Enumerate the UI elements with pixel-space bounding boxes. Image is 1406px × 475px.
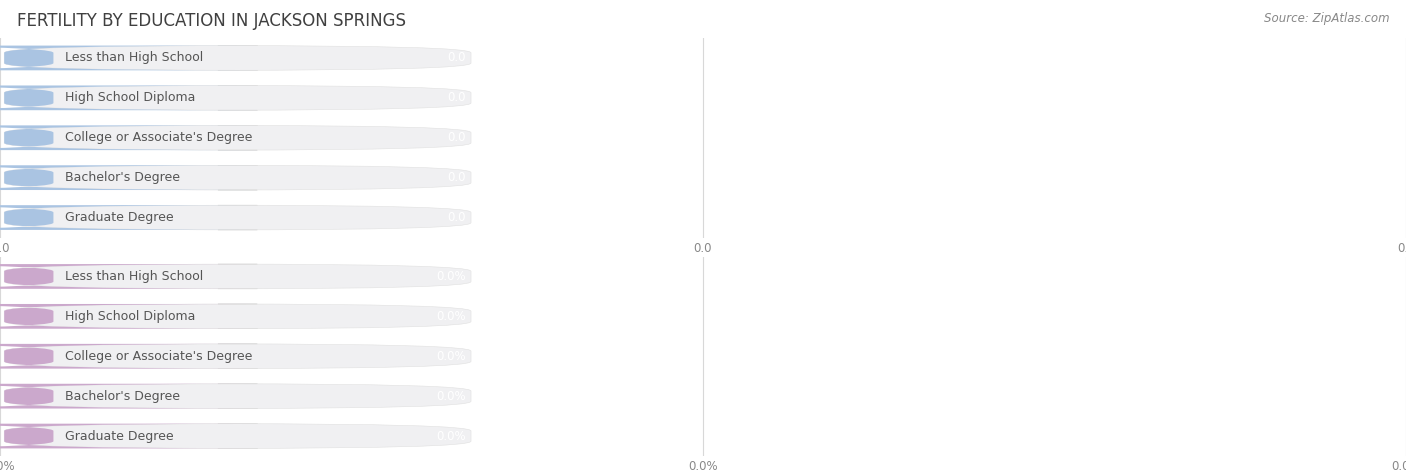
FancyBboxPatch shape <box>4 86 471 110</box>
Text: College or Associate's Degree: College or Associate's Degree <box>65 350 252 363</box>
Text: High School Diploma: High School Diploma <box>65 91 195 104</box>
FancyBboxPatch shape <box>0 344 257 369</box>
Text: Source: ZipAtlas.com: Source: ZipAtlas.com <box>1264 12 1389 25</box>
Text: 0.0%: 0.0% <box>436 270 465 283</box>
FancyBboxPatch shape <box>0 304 257 329</box>
FancyBboxPatch shape <box>4 344 471 369</box>
FancyBboxPatch shape <box>0 86 257 110</box>
FancyBboxPatch shape <box>0 205 257 230</box>
Text: 0.0%: 0.0% <box>436 390 465 403</box>
Text: Less than High School: Less than High School <box>65 51 202 65</box>
FancyBboxPatch shape <box>0 165 257 190</box>
Text: 0.0%: 0.0% <box>436 429 465 443</box>
FancyBboxPatch shape <box>4 165 471 190</box>
FancyBboxPatch shape <box>0 264 257 289</box>
Text: Graduate Degree: Graduate Degree <box>65 211 173 224</box>
Text: 0.0: 0.0 <box>447 131 465 144</box>
FancyBboxPatch shape <box>0 384 257 408</box>
Text: College or Associate's Degree: College or Associate's Degree <box>65 131 252 144</box>
FancyBboxPatch shape <box>4 304 471 329</box>
Text: 0.0%: 0.0% <box>436 310 465 323</box>
Text: FERTILITY BY EDUCATION IN JACKSON SPRINGS: FERTILITY BY EDUCATION IN JACKSON SPRING… <box>17 12 406 30</box>
Text: 0.0: 0.0 <box>447 171 465 184</box>
FancyBboxPatch shape <box>0 46 257 70</box>
Text: 0.0: 0.0 <box>447 91 465 104</box>
FancyBboxPatch shape <box>0 424 257 448</box>
FancyBboxPatch shape <box>4 205 471 230</box>
Text: Bachelor's Degree: Bachelor's Degree <box>65 390 180 403</box>
Text: 0.0: 0.0 <box>447 211 465 224</box>
FancyBboxPatch shape <box>4 384 471 408</box>
FancyBboxPatch shape <box>4 424 471 448</box>
FancyBboxPatch shape <box>4 46 471 70</box>
Text: Less than High School: Less than High School <box>65 270 202 283</box>
Text: High School Diploma: High School Diploma <box>65 310 195 323</box>
Text: Graduate Degree: Graduate Degree <box>65 429 173 443</box>
Text: 0.0%: 0.0% <box>436 350 465 363</box>
FancyBboxPatch shape <box>0 125 257 150</box>
Text: 0.0: 0.0 <box>447 51 465 65</box>
FancyBboxPatch shape <box>4 125 471 150</box>
Text: Bachelor's Degree: Bachelor's Degree <box>65 171 180 184</box>
FancyBboxPatch shape <box>4 264 471 289</box>
